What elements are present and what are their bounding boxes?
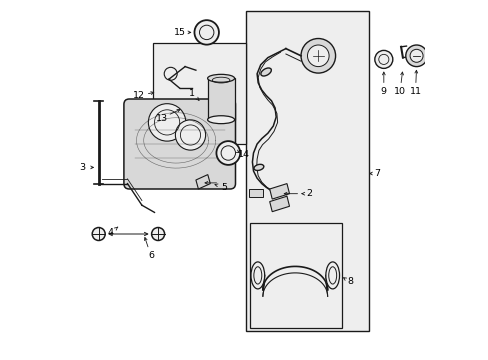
Text: 15: 15	[173, 28, 185, 37]
Polygon shape	[249, 223, 341, 328]
Polygon shape	[269, 184, 289, 199]
Circle shape	[374, 50, 392, 68]
Text: 6: 6	[147, 251, 154, 260]
FancyBboxPatch shape	[123, 99, 235, 189]
Ellipse shape	[260, 68, 271, 76]
Ellipse shape	[250, 262, 264, 289]
Text: 9: 9	[380, 87, 386, 96]
Circle shape	[175, 120, 205, 150]
Circle shape	[92, 228, 105, 240]
Text: 7: 7	[374, 169, 380, 178]
Circle shape	[307, 45, 328, 67]
Text: 2: 2	[305, 189, 312, 198]
Text: 3: 3	[79, 163, 85, 172]
Polygon shape	[246, 11, 368, 331]
Text: 5: 5	[221, 183, 227, 192]
Text: 10: 10	[393, 87, 405, 96]
Text: 11: 11	[408, 87, 421, 96]
Polygon shape	[207, 78, 234, 120]
Text: 1: 1	[189, 89, 195, 98]
Ellipse shape	[207, 75, 234, 82]
Ellipse shape	[207, 116, 234, 124]
Ellipse shape	[253, 164, 264, 171]
Circle shape	[409, 49, 422, 62]
Polygon shape	[249, 189, 263, 197]
Text: 14: 14	[237, 150, 249, 159]
Polygon shape	[196, 175, 210, 189]
Circle shape	[301, 39, 335, 73]
Circle shape	[151, 228, 164, 240]
Ellipse shape	[325, 262, 339, 289]
Text: 8: 8	[346, 277, 352, 287]
Circle shape	[194, 20, 219, 45]
Polygon shape	[152, 43, 246, 144]
Circle shape	[216, 141, 240, 165]
Text: 13: 13	[155, 113, 167, 122]
Circle shape	[148, 104, 185, 141]
Text: 4: 4	[107, 229, 113, 238]
Text: 12: 12	[133, 91, 145, 100]
Polygon shape	[269, 196, 289, 212]
Circle shape	[405, 45, 427, 67]
